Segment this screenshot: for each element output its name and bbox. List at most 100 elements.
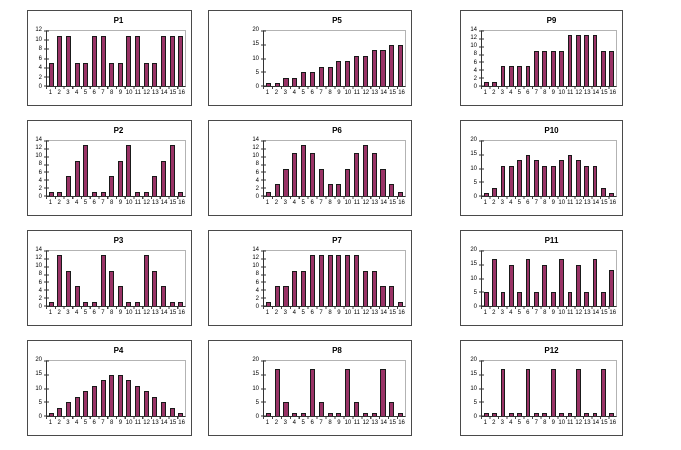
bar-slot — [159, 31, 168, 86]
y-axis-labels: 0 2 4 6 8 10 12 14 — [209, 247, 263, 310]
bar-slot — [125, 141, 134, 196]
x-tick-label: 11 — [134, 420, 141, 426]
bar — [57, 35, 63, 86]
bar — [66, 176, 72, 196]
bar-slot — [549, 31, 557, 86]
bar-slot — [176, 251, 185, 306]
y-tick-mark — [44, 67, 49, 69]
bar — [559, 413, 564, 416]
x-tick-labels: 1 2 3 4 5 6 7 8 9 10 11 12 13 14 15 16 — [263, 197, 406, 208]
x-tick-label: 6 — [526, 90, 530, 96]
bar — [492, 82, 497, 86]
x-tick-label: 14 — [380, 90, 387, 96]
bar-series — [47, 141, 185, 196]
y-tick-mark — [261, 164, 266, 166]
x-tick-label: 4 — [74, 90, 79, 96]
bar-slot — [549, 141, 557, 196]
chart-p8: P8 0 5 10 15 20 1 2 3 4 5 6 7 8 9 10 11 12 13 14 15 16 — [208, 340, 412, 436]
bar — [336, 254, 342, 306]
bar-slot — [99, 141, 108, 196]
y-tick-label: 15 — [35, 371, 42, 378]
bar — [160, 402, 166, 416]
x-tick-label: 3 — [500, 420, 504, 426]
x-tick-label: 4 — [74, 420, 79, 426]
bar — [301, 144, 307, 196]
x-tick-labels: 1 2 3 4 5 6 7 8 9 10 11 12 13 14 15 16 — [46, 417, 186, 428]
y-tick-label: 5 — [473, 179, 477, 186]
bar-slot — [482, 361, 490, 416]
bar-slot — [90, 251, 99, 306]
bar-series — [264, 361, 405, 416]
bar-slot — [352, 361, 361, 416]
bar — [345, 168, 351, 196]
x-tick-label: 13 — [152, 310, 159, 316]
y-tick-label: 12 — [35, 255, 42, 262]
y-tick-mark — [261, 258, 266, 260]
x-tick-label: 10 — [125, 200, 133, 206]
bar-slot — [282, 251, 291, 306]
bar — [283, 77, 289, 86]
bar-slot — [361, 251, 370, 306]
bar — [517, 160, 523, 196]
y-tick-mark — [479, 374, 484, 376]
x-tick-label: 8 — [543, 200, 547, 206]
bar — [609, 413, 615, 416]
y-tick-label: 15 — [470, 151, 477, 158]
bar-slot — [507, 141, 515, 196]
y-axis-labels: 0 5 10 15 20 — [209, 357, 263, 420]
y-tick-label: 4 — [255, 177, 259, 184]
y-tick-label: 0 — [38, 84, 42, 90]
y-tick-mark — [261, 388, 266, 389]
bar — [178, 302, 184, 306]
bar-slot — [107, 31, 116, 86]
bar — [83, 144, 89, 196]
y-tick-label: 5 — [473, 399, 477, 406]
x-tick-label: 12 — [362, 200, 370, 206]
y-axis-labels: 0 5 10 15 20 — [28, 357, 46, 420]
x-tick-label: 8 — [543, 310, 547, 316]
x-tick-label: 11 — [567, 310, 574, 316]
bar-slot — [56, 361, 65, 416]
bar-slot — [299, 251, 308, 306]
y-tick-mark — [479, 69, 484, 71]
bar — [525, 259, 531, 306]
bar-slot — [299, 31, 308, 86]
bar — [83, 63, 89, 86]
y-tick-label: 10 — [470, 43, 477, 50]
chart-title: P4 — [113, 346, 124, 355]
x-tick-labels: 1 2 3 4 5 6 7 8 9 10 11 12 13 14 15 16 — [481, 87, 617, 98]
bar — [508, 66, 514, 86]
x-tick-label: 3 — [66, 200, 70, 206]
x-tick-labels: 1 2 3 4 5 6 7 8 9 10 11 12 13 14 15 16 — [46, 197, 186, 208]
bar-slot — [591, 361, 599, 416]
x-tick-label: 5 — [517, 200, 521, 206]
bar — [389, 286, 395, 306]
bar — [398, 302, 404, 306]
x-tick-label: 11 — [567, 200, 574, 206]
bar — [584, 292, 590, 306]
bar — [575, 369, 581, 416]
x-tick-label: 5 — [301, 200, 305, 206]
bar-slot — [82, 251, 91, 306]
y-tick-mark — [261, 179, 266, 181]
x-tick-label: 14 — [592, 310, 600, 316]
x-tick-label: 7 — [101, 200, 105, 206]
x-tick-label: 2 — [274, 90, 279, 96]
x-tick-label: 16 — [178, 310, 185, 316]
bar — [525, 66, 531, 86]
bar — [542, 50, 548, 86]
bar-series — [482, 31, 616, 86]
y-axis-labels: 0 2 4 6 8 10 12 14 — [461, 27, 481, 90]
y-tick-mark — [44, 58, 49, 59]
y-tick-mark — [479, 415, 484, 417]
x-tick-label: 9 — [551, 200, 555, 206]
x-tick-label: 14 — [380, 200, 387, 206]
bar — [389, 184, 395, 196]
bar — [567, 34, 573, 86]
x-tick-label: 5 — [517, 420, 521, 426]
y-tick-label: 10 — [470, 385, 477, 392]
y-axis-labels: 0 5 10 15 20 — [209, 27, 263, 90]
bar-slot — [352, 141, 361, 196]
bar — [508, 165, 514, 196]
bar-slot — [574, 251, 582, 306]
